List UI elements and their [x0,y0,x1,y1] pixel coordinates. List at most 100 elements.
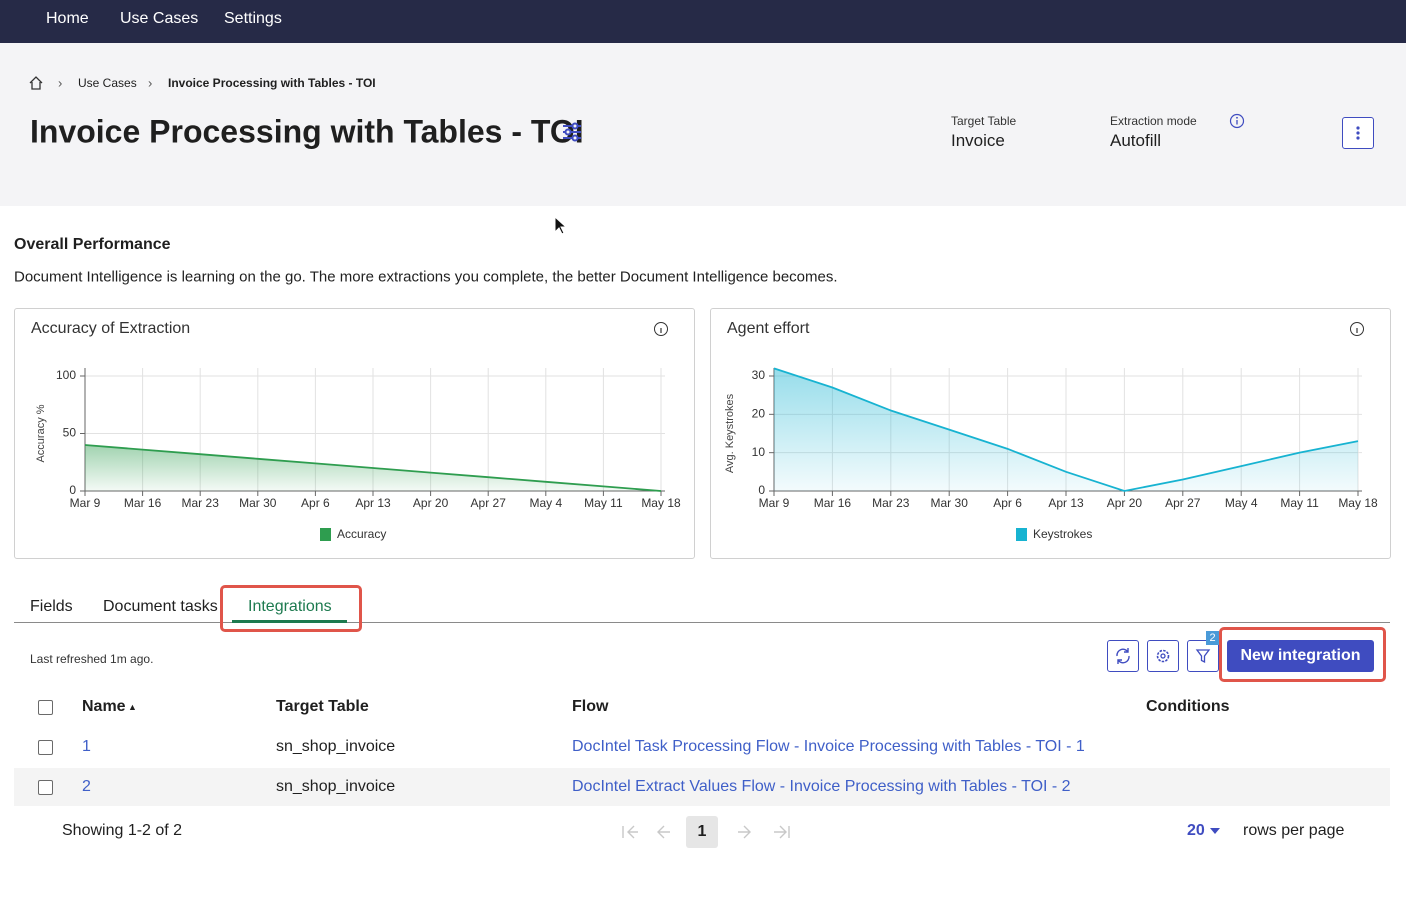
filter-button[interactable] [1187,640,1219,672]
showing-text: Showing 1-2 of 2 [62,822,183,839]
row-background [14,768,1390,806]
x-tick-label: Apr 6 [301,496,330,510]
legend-swatch [1016,528,1027,541]
refresh-text: Last refreshed 1m ago. [30,652,154,666]
x-tick-label: Apr 20 [413,496,449,510]
breadcrumb-separator: › [148,75,153,91]
checkbox[interactable] [38,700,53,715]
nav-item[interactable]: Settings [224,10,282,27]
x-tick-label: May 11 [584,496,623,510]
chart: Accuracy of Extraction Accuracy % 0 50 100 Ma… [31,320,681,541]
section-description: Document Intelligence is learning on the… [14,268,838,286]
page-title: Invoice Processing with Tables - TOI [30,113,584,150]
info-ring [1350,322,1364,336]
y-tick-label: 100 [56,368,76,382]
home-icon[interactable] [28,75,44,91]
x-tick-label: Mar 23 [182,496,220,510]
highlight-box [1219,627,1386,682]
field-value: Autofill [1110,131,1162,150]
settings-icon[interactable] [561,121,583,143]
nav-item[interactable]: Use Cases [120,10,199,27]
nav-bar [0,0,1406,43]
new-integration-button[interactable]: New integration [1227,640,1374,672]
legend-label: Keystrokes [1033,527,1092,541]
x-tick-label: Apr 27 [1165,496,1201,510]
chart-card: Agent effort Avg. Keystrokes 0 10 20 30 Mar 9 M… [710,308,1391,559]
x-tick-label: May 4 [1225,496,1258,510]
x-tick-label: Mar 30 [239,496,277,510]
column-header[interactable]: Name [82,698,126,715]
x-tick-label: Mar 16 [814,496,852,510]
table-cell: sn_shop_invoice [276,778,396,795]
tab-underline [232,620,347,623]
field-label: Extraction mode [1110,114,1197,128]
chart: Agent effort Avg. Keystrokes 0 10 20 30 Mar 9 M… [724,320,1378,541]
x-tick-label: Apr 6 [993,496,1022,510]
filter-badge: 2 [1206,631,1219,645]
y-tick-label: 0 [758,483,765,497]
highlight-box [220,585,362,632]
header-area [0,43,1406,206]
table-cell[interactable]: 1 [82,738,91,755]
chart-card: Accuracy of Extraction Accuracy % 0 50 100 Ma… [14,308,695,559]
line [773,367,1359,492]
x-tick-label: May 18 [641,496,681,510]
sort-icon: ▲ [128,702,137,712]
more-button[interactable] [1342,117,1374,149]
chart-title: Accuracy of Extraction [31,320,190,337]
pagination-arrows[interactable] [620,822,790,842]
x-tick-label: Mar 16 [124,496,162,510]
info-icon[interactable] [1229,113,1245,129]
breadcrumb-item: Invoice Processing with Tables - TOI [168,76,376,90]
x-tick-label: Apr 27 [471,496,507,510]
column-header[interactable]: Flow [572,698,609,715]
x-tick-label: Mar 9 [759,496,790,510]
nav-item[interactable]: Home [46,10,89,27]
info-icon[interactable] [654,322,668,336]
section-heading: Overall Performance [14,236,171,253]
legend-swatch [320,528,331,541]
breadcrumb-item[interactable]: Use Cases [78,76,137,90]
y-axis-label: Accuracy % [35,404,47,462]
checkbox[interactable] [38,780,53,795]
settings-button[interactable] [1147,640,1179,672]
x-tick-label: Apr 20 [1107,496,1143,510]
cursor [554,216,567,235]
x-tick-label: May 11 [1280,496,1319,510]
info-icon[interactable] [1350,322,1364,336]
info-ring [654,322,668,336]
breadcrumb-separator: › [58,75,63,91]
y-tick-label: 50 [63,426,77,440]
line [84,444,662,492]
table-cell: sn_shop_invoice [276,738,396,755]
table-cell[interactable]: 2 [82,778,91,795]
tab[interactable]: Document tasks [103,598,218,615]
x-tick-label: May 18 [1338,496,1378,510]
rows-per-page-select[interactable]: 20 [1187,822,1205,839]
table-cell[interactable]: DocIntel Task Processing Flow - Invoice … [572,738,1085,755]
column-header[interactable]: Conditions [1146,698,1230,715]
y-tick-label: 30 [752,368,766,382]
x-tick-label: Mar 9 [70,496,101,510]
y-tick-label: 10 [752,445,766,459]
legend-label: Accuracy [337,527,386,541]
dropdown-caret[interactable] [1209,827,1221,835]
column-header[interactable]: Target Table [276,698,369,715]
checkbox[interactable] [38,740,53,755]
refresh-button[interactable] [1107,640,1139,672]
tab-border [14,622,1390,623]
current-page[interactable]: 1 [686,816,718,848]
chart-title: Agent effort [727,320,810,337]
tab[interactable]: Fields [30,598,73,615]
x-tick-label: Mar 30 [931,496,969,510]
x-tick-label: Apr 13 [1048,496,1084,510]
x-tick-label: Mar 23 [872,496,910,510]
x-tick-label: Apr 13 [355,496,391,510]
field-value: Invoice [951,131,1005,150]
tab[interactable]: Integrations [248,598,332,615]
table-cell[interactable]: DocIntel Extract Values Flow - Invoice P… [572,778,1071,795]
y-tick-label: 20 [752,407,766,421]
rows-per-page-label: rows per page [1243,822,1345,839]
field-label: Target Table [951,114,1017,128]
